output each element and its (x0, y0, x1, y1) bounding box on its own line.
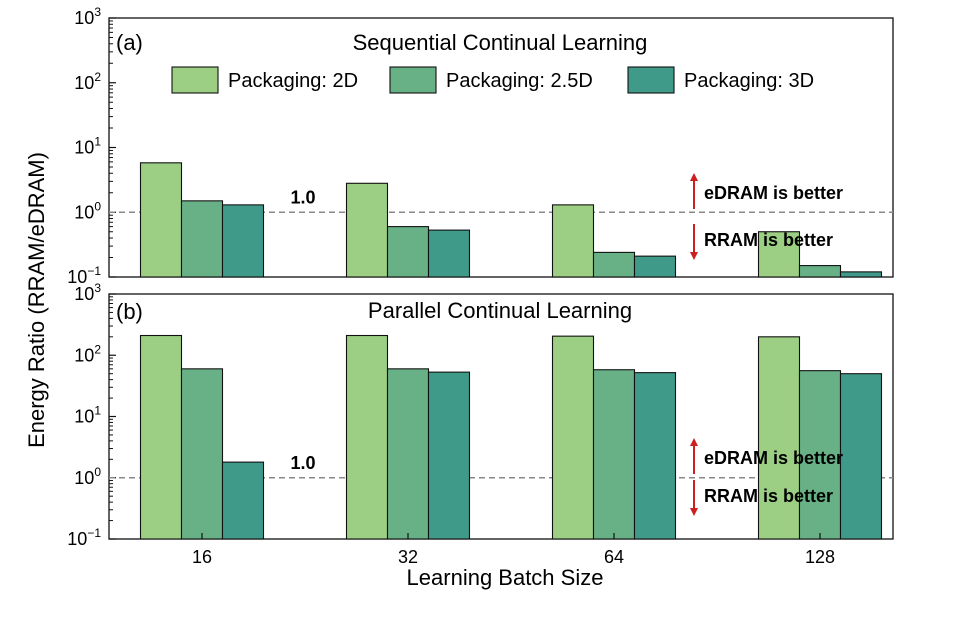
panel-b: 10−1 100 101 102 103 1.0 16 32 64 128 (b) Parallel … (67, 281, 894, 567)
legend-swatch (627, 66, 675, 94)
bar (427, 371, 471, 540)
y-tick-label: 100 (74, 199, 101, 222)
y-tick-label: 101 (74, 135, 101, 158)
bar (839, 271, 883, 278)
x-tick-label: 128 (805, 547, 835, 567)
y-tick-label: 102 (74, 342, 101, 365)
y-tick-label: 102 (74, 70, 101, 93)
bar (798, 265, 842, 278)
reference-line-label: 1.0 (290, 453, 315, 473)
bar (386, 368, 430, 540)
bar (345, 334, 389, 540)
panel-label: (b) (116, 299, 143, 324)
x-tick-label: 32 (398, 547, 418, 567)
bar (221, 204, 265, 278)
legend-swatch (389, 66, 437, 94)
bar (551, 335, 595, 540)
panel-title: Sequential Continual Learning (353, 30, 648, 55)
y-tick-label: 10−1 (67, 264, 101, 287)
bar (221, 461, 265, 540)
y-tick-label: 103 (74, 281, 101, 304)
annotation-down-text: RRAM is better (704, 230, 833, 250)
reference-line-label: 1.0 (290, 187, 315, 207)
x-tick-label: 64 (604, 547, 624, 567)
x-axis-label: Learning Batch Size (407, 565, 604, 590)
bar (139, 334, 183, 540)
bar (633, 372, 677, 540)
y-axis-label: Energy Ratio (RRAM/eDRAM) (24, 152, 49, 448)
panel-title: Parallel Continual Learning (368, 298, 632, 323)
y-tick-label: 10−1 (67, 526, 101, 549)
x-tick-label: 16 (192, 547, 212, 567)
bar (139, 162, 183, 278)
y-tick-label: 101 (74, 404, 101, 427)
panel-label: (a) (116, 30, 143, 55)
bar (345, 182, 389, 278)
bar (551, 204, 595, 278)
legend: Packaging: 2D Packaging: 2.5D Packaging: 3… (171, 66, 814, 94)
legend-label: Packaging: 2D (228, 70, 358, 92)
bar (427, 229, 471, 278)
bar (757, 336, 801, 540)
bar (592, 251, 636, 278)
y-tick-label: 103 (74, 5, 101, 28)
annotation-up-text: eDRAM is better (704, 448, 843, 468)
annotation-up-text: eDRAM is better (704, 183, 843, 203)
panel-a: 10−1 100 101 102 103 1.0 (a) Sequential Continu… (67, 5, 894, 287)
bar (757, 231, 801, 278)
bar (633, 255, 677, 278)
bar (180, 200, 224, 278)
legend-label: Packaging: 2.5D (446, 70, 593, 92)
annotation-down-text: RRAM is better (704, 486, 833, 506)
bar (839, 373, 883, 540)
legend-swatch (171, 66, 219, 94)
legend-label: Packaging: 3D (684, 70, 814, 92)
bar (592, 369, 636, 540)
bar (180, 368, 224, 540)
bar (386, 226, 430, 278)
y-tick-label: 100 (74, 465, 101, 488)
